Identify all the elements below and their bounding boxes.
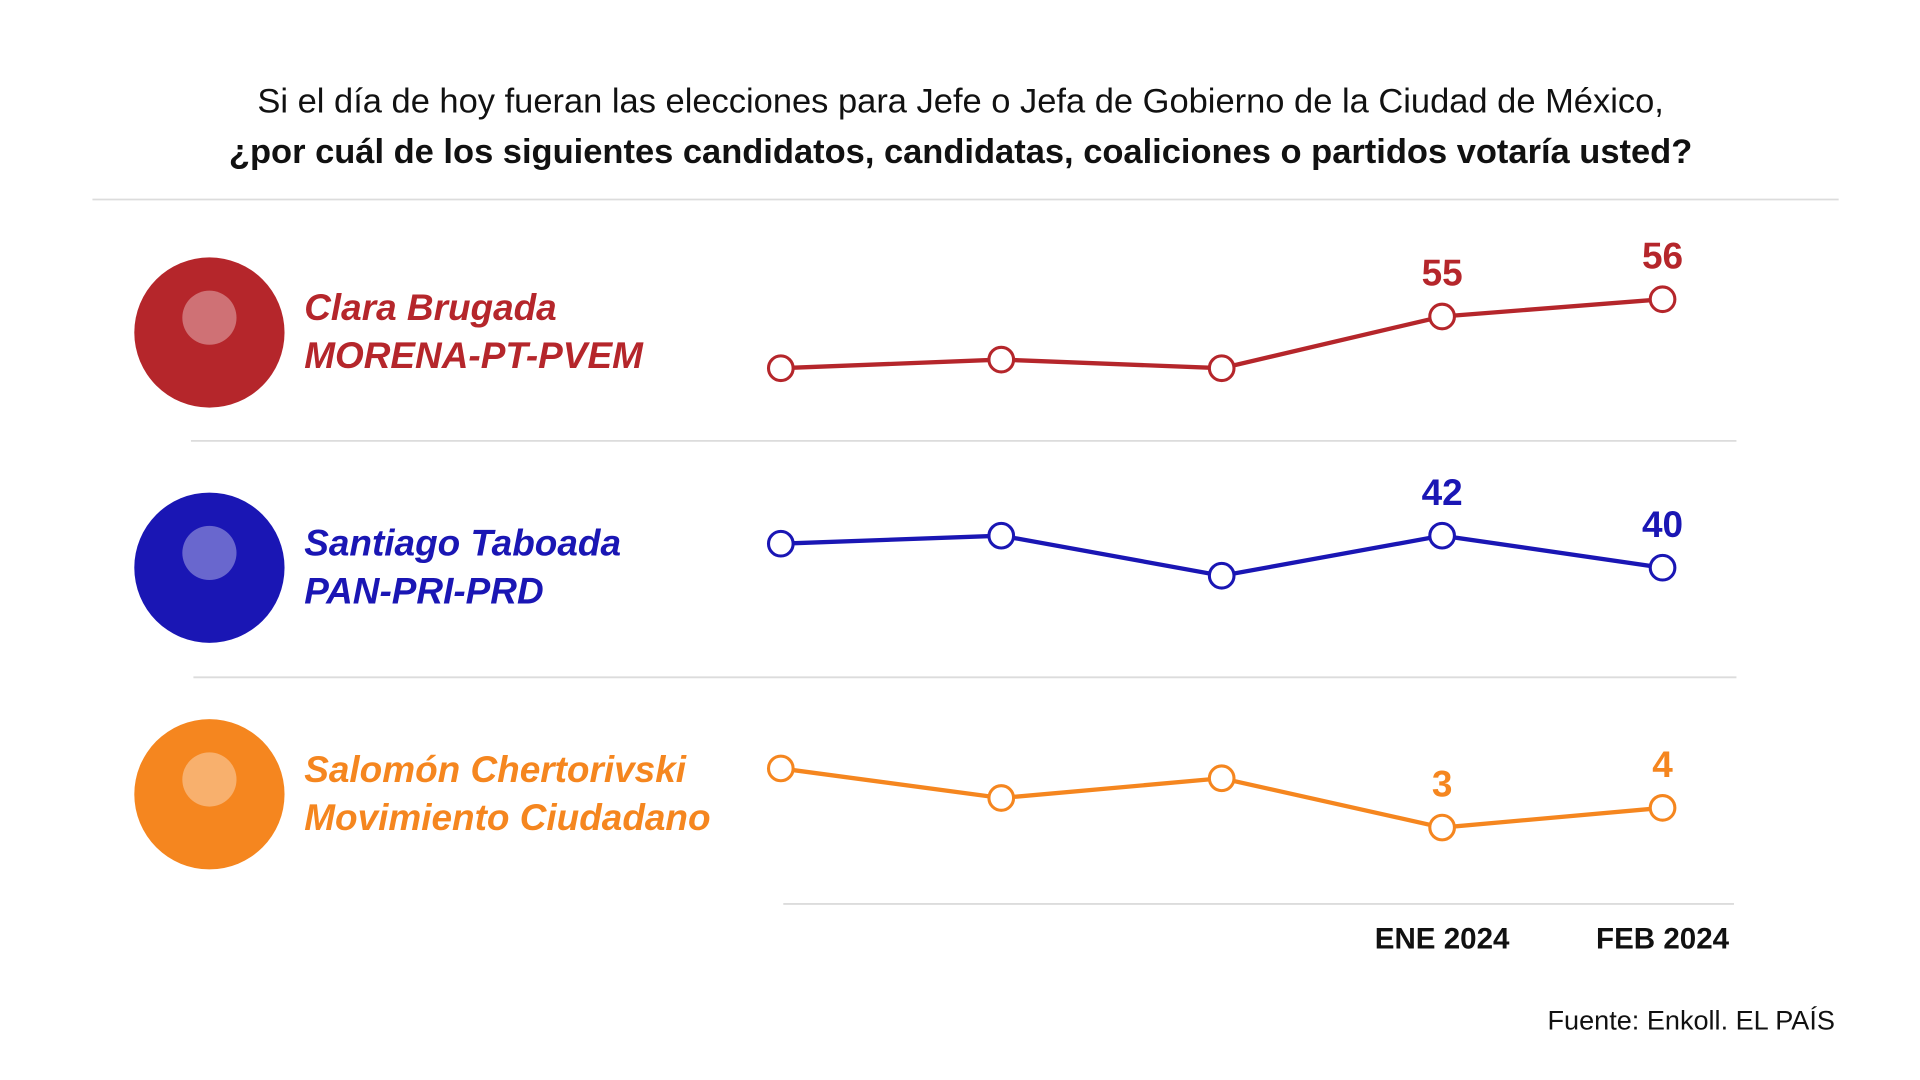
- point: [1428, 813, 1456, 842]
- avatar: [134, 257, 285, 408]
- chart-title: Si el día de hoy fueran las elecciones p…: [257, 83, 1663, 121]
- data-label: 40: [1642, 504, 1683, 545]
- data-label: 55: [1422, 253, 1463, 294]
- point: [987, 345, 1016, 374]
- avatar-head: [182, 525, 237, 581]
- point: [1428, 302, 1456, 331]
- point: [1648, 553, 1677, 582]
- data-label: 42: [1422, 472, 1463, 513]
- point: [1648, 793, 1677, 822]
- data-label: 4: [1652, 744, 1673, 785]
- point: [766, 529, 795, 558]
- avatar-head: [182, 752, 237, 807]
- point: [1207, 354, 1236, 383]
- avatar-head: [182, 290, 237, 345]
- series-party: PAN-PRI-PRD: [304, 570, 543, 611]
- point: [1648, 285, 1677, 314]
- chart-subtitle: ¿por cuál de los siguientes candidatos, …: [229, 133, 1692, 171]
- series-name: Santiago Taboada: [304, 522, 621, 563]
- data-label: 3: [1432, 764, 1453, 805]
- x-tick-label: FEB 2024: [1596, 923, 1730, 956]
- point: [1207, 764, 1236, 793]
- data-label: 56: [1642, 235, 1683, 276]
- source: Fuente: Enkoll. EL PAÍS: [1547, 1004, 1834, 1035]
- series-name: Salomón Chertorivski: [304, 749, 687, 790]
- series-party: MORENA-PT-PVEM: [304, 335, 644, 376]
- point: [1428, 521, 1456, 550]
- point: [1207, 561, 1236, 590]
- point: [987, 784, 1016, 812]
- avatar: [134, 719, 285, 870]
- point: [987, 521, 1016, 550]
- x-tick-label: ENE 2024: [1375, 923, 1510, 956]
- point: [766, 354, 795, 383]
- avatar: [134, 492, 285, 643]
- series-name: Clara Brugada: [304, 287, 557, 328]
- point: [766, 754, 795, 783]
- series-party: Movimiento Ciudadano: [304, 797, 710, 838]
